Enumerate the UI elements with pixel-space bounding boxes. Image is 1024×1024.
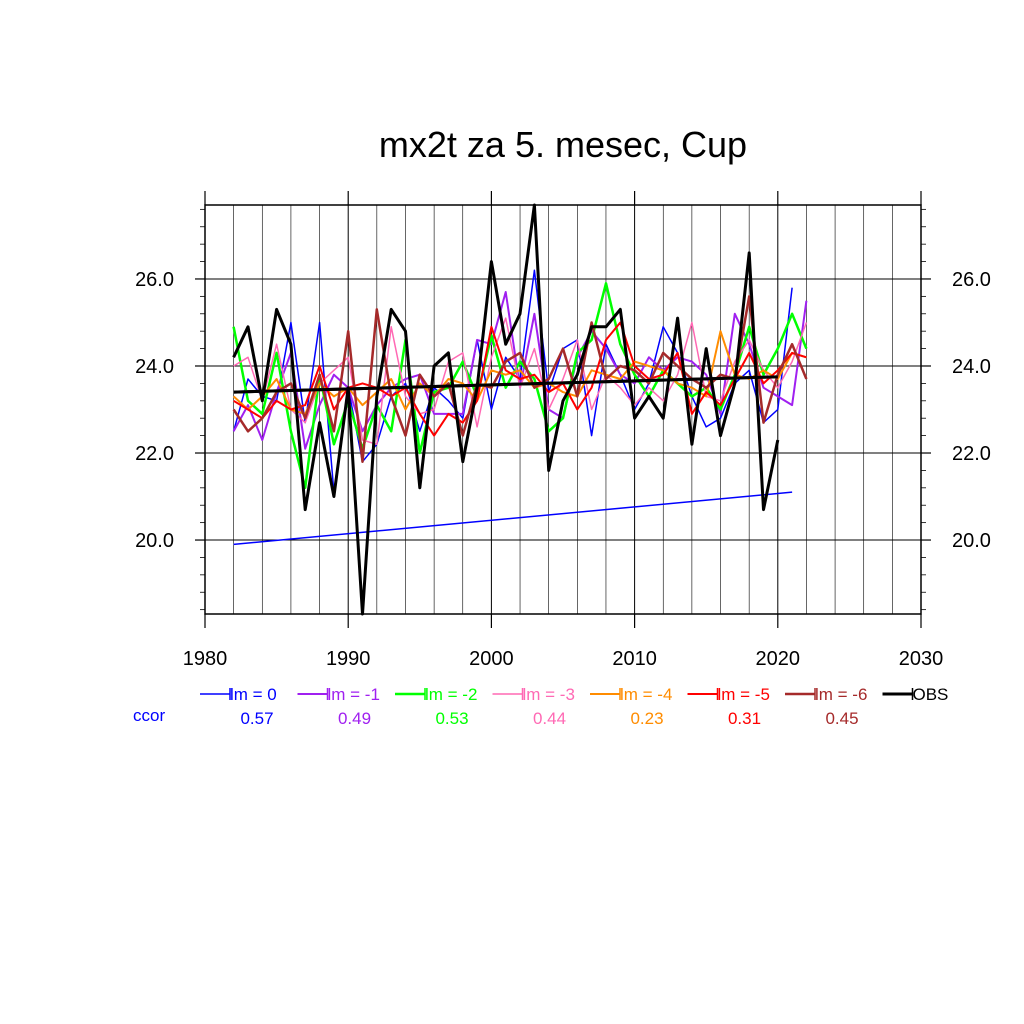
ccor-value: 0.31 <box>728 709 761 728</box>
legend-label: lm = -2 <box>425 685 477 704</box>
ccor-value: 0.57 <box>240 709 273 728</box>
legend-label: lm = -1 <box>328 685 380 704</box>
trend-line <box>233 491 793 546</box>
x-tick-label: 2000 <box>469 648 514 670</box>
y-tick-label-right: 20.0 <box>952 530 991 552</box>
y-tick-label-right: 22.0 <box>952 443 991 465</box>
series-line-lm-5 <box>233 321 807 437</box>
y-tick-label: 26.0 <box>135 269 174 291</box>
y-tick-label: 20.0 <box>135 530 174 552</box>
legend-label: lm = -4 <box>620 685 672 704</box>
y-tick-label-right: 26.0 <box>952 269 991 291</box>
series-line-lm-3 <box>233 317 808 446</box>
ccor-value: 0.45 <box>825 709 858 728</box>
series-lines <box>232 203 808 616</box>
grid-lines <box>205 205 921 614</box>
x-tick-label: 2030 <box>899 648 944 670</box>
y-tick-label-right: 24.0 <box>952 356 991 378</box>
legend-label: lm = 0 <box>230 685 277 704</box>
ccor-value: 0.53 <box>435 709 468 728</box>
x-tick-label: 1990 <box>326 648 371 670</box>
legend-label: lm = -3 <box>523 685 575 704</box>
ccor-value: 0.44 <box>533 709 566 728</box>
plot-frame <box>204 204 922 615</box>
legend-label: OBS <box>913 685 949 704</box>
ccor-label: ccor <box>133 706 165 725</box>
ccor-value: 0.23 <box>630 709 663 728</box>
trend-line-obs <box>233 375 778 394</box>
y-tick-label: 22.0 <box>135 443 174 465</box>
x-tick-label: 1980 <box>183 648 228 670</box>
chart-title: mx2t za 5. mesec, Cup <box>379 124 747 165</box>
legend-label: lm = -6 <box>815 685 867 704</box>
legend-label: lm = -5 <box>718 685 770 704</box>
trend-lines <box>233 375 793 546</box>
x-tick-label: 2010 <box>612 648 657 670</box>
legend: ccor lm = 0 0.57 lm = -1 0.49 lm = -2 0.53 lm =… <box>133 685 948 728</box>
series-line-obs <box>232 203 780 616</box>
series-line-lm-2 <box>232 282 808 490</box>
y-tick-label: 24.0 <box>135 356 174 378</box>
axis-ticks: 1980 1990 2000 2010 2020 2030 20.0 20.0 22.0 22.0… <box>135 191 991 670</box>
ccor-value: 0.49 <box>338 709 371 728</box>
x-tick-label: 2020 <box>756 648 801 670</box>
